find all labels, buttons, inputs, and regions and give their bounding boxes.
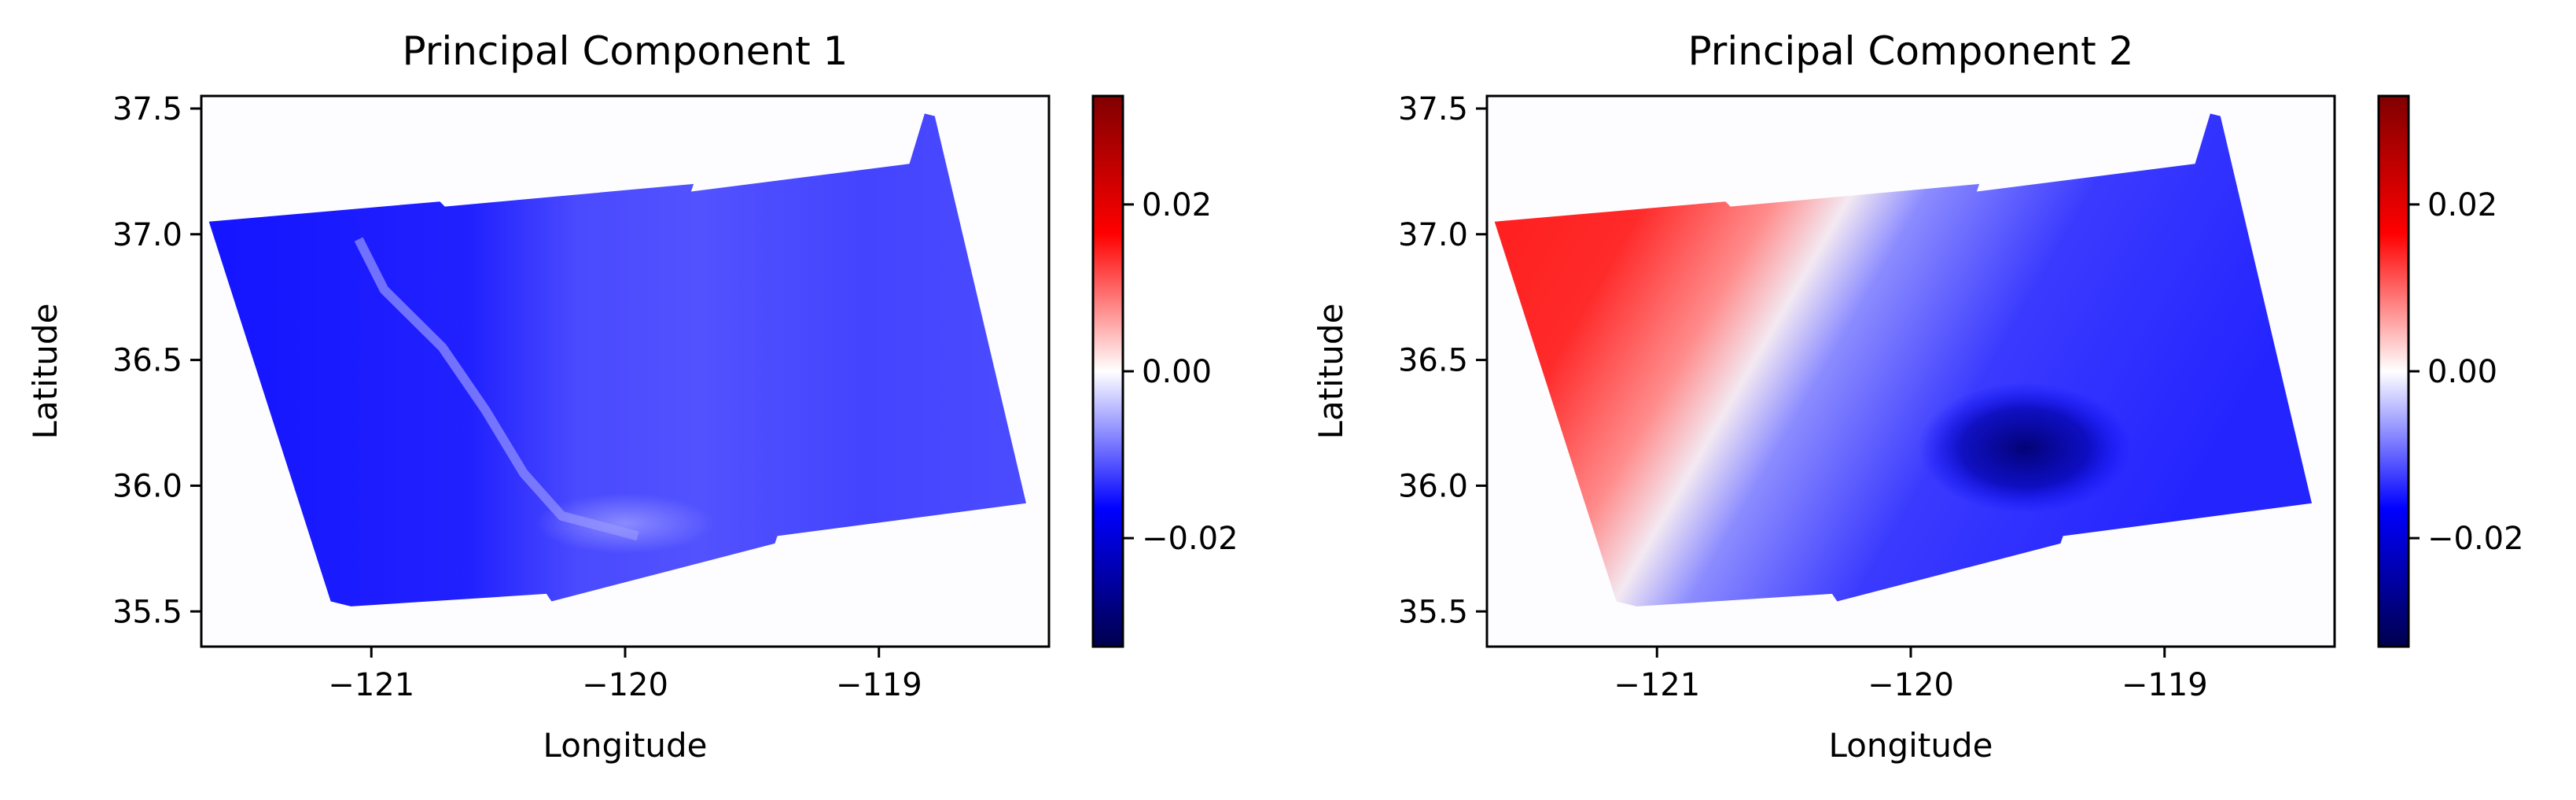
data-footprint [208,113,1027,606]
x-axis: −121 −120 −119 [1614,647,2208,703]
y-axis: 35.5 36.0 36.5 37.0 37.5 [112,91,201,630]
colorbar-tick-label: −0.02 [1142,521,1238,557]
y-tick-label: 37.5 [1398,91,1468,127]
x-tick-label: −121 [1614,667,1700,703]
colorbar-ticks: −0.02 0.00 0.02 [1123,187,1238,557]
x-tick-label: −119 [2122,667,2208,703]
y-tick-label: 36.0 [112,468,182,504]
x-tick-label: −119 [836,667,922,703]
colorbar-gradient [1091,94,1124,648]
chart-panel-pc1: Principal Component 1 −121 −120 −119 35.53… [26,28,1238,765]
colorbar-tick-label: 0.02 [2427,187,2497,223]
colorbar-ticks: −0.02 0.00 0.02 [2409,187,2524,557]
y-tick-label: 35.5 [112,594,182,630]
y-tick-label: 36.5 [1398,343,1468,379]
chart-title: Principal Component 2 [1688,28,2134,74]
colorbar: −0.02 0.00 0.02 [1091,94,1238,648]
y-tick-label: 36.5 [112,343,182,379]
y-tick-label: 37.0 [112,217,182,253]
y-axis-label: Latitude [26,304,64,440]
x-tick-label: −121 [328,667,414,703]
colorbar-tick-label: 0.00 [2427,354,2497,390]
x-tick-label: −120 [582,667,668,703]
x-axis: −121 −120 −119 [328,647,922,703]
y-tick-label: 37.5 [112,91,182,127]
colorbar-gradient [2377,94,2410,648]
y-axis-label: Latitude [1312,304,1350,440]
colorbar-tick-label: 0.00 [1142,354,1212,390]
y-tick-label: 36.0 [1398,468,1468,504]
y-tick-label: 35.5 [1398,594,1468,630]
colorbar: −0.02 0.00 0.02 [2377,94,2524,648]
chart-title: Principal Component 1 [403,28,848,74]
colorbar-tick-label: 0.02 [1142,187,1212,223]
y-tick-label: 37.0 [1398,217,1468,253]
x-axis-label: Longitude [1829,726,1993,765]
chart-panel-pc2: Principal Component 2 −121 −120 −119 35.53… [1312,28,2524,765]
light-area [536,493,714,554]
x-tick-label: −120 [1868,667,1954,703]
x-axis-label: Longitude [543,726,708,765]
dark-core [1918,382,2132,514]
y-axis: 35.5 36.0 36.5 37.0 37.5 [1398,91,1487,630]
colorbar-tick-label: −0.02 [2427,521,2524,557]
